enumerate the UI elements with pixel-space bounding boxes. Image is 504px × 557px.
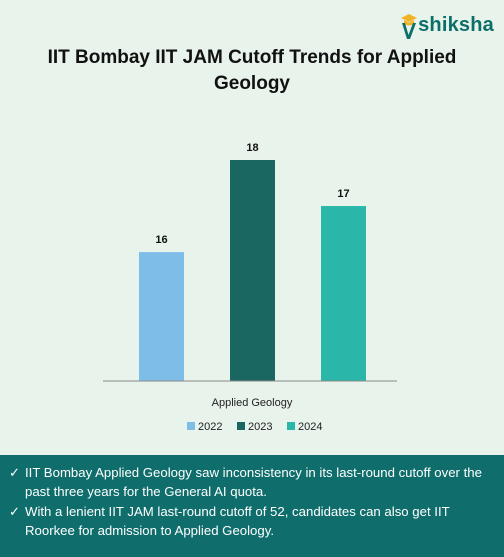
bar-2022 xyxy=(139,252,184,381)
bar-2024 xyxy=(321,206,366,381)
legend-swatch-2024 xyxy=(287,422,295,430)
data-label-2023: 18 xyxy=(246,142,258,154)
legend-swatch-2023 xyxy=(237,422,245,430)
legend: 2022 2023 2024 xyxy=(187,421,322,433)
legend-label-2024: 2024 xyxy=(298,421,322,433)
notes-panel: ✓ IIT Bombay Applied Geology saw inconsi… xyxy=(0,455,504,557)
bar-2023 xyxy=(230,160,275,381)
checkmark-icon: ✓ xyxy=(9,504,21,519)
x-tick-label: Applied Geology xyxy=(212,397,293,409)
legend-label-2023: 2023 xyxy=(248,421,272,433)
legend-label-2022: 2022 xyxy=(198,421,222,433)
data-label-2022: 16 xyxy=(155,234,167,246)
note-item: ✓ With a lenient IIT JAM last-round cuto… xyxy=(9,503,496,540)
graduation-cap-icon xyxy=(401,14,418,39)
bar-chart: 16 18 17 Applied Geology 2022 2023 2024 xyxy=(103,142,397,433)
note-text: With a lenient IIT JAM last-round cutoff… xyxy=(25,504,450,538)
chart-title: IIT Bombay IIT JAM Cutoff Trends for App… xyxy=(47,47,457,94)
shiksha-logo[interactable]: shiksha xyxy=(399,10,494,40)
checkmark-icon: ✓ xyxy=(9,465,21,480)
legend-swatch-2022 xyxy=(187,422,195,430)
note-item: ✓ IIT Bombay Applied Geology saw inconsi… xyxy=(9,464,496,501)
logo-text: shiksha xyxy=(418,13,494,36)
note-text: IIT Bombay Applied Geology saw inconsist… xyxy=(25,465,482,499)
data-label-2024: 17 xyxy=(337,188,349,200)
